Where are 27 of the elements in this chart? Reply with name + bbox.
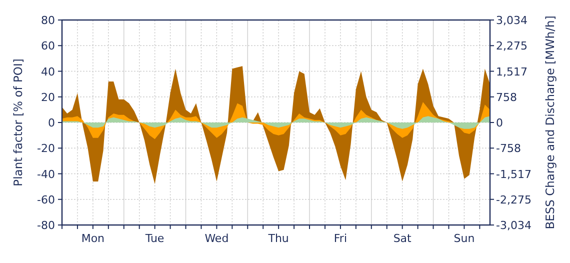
y-tick-label: -20 [37,142,55,156]
x-tick-label: Sun [454,232,475,245]
y2-tick-label: -1,517 [496,168,532,181]
y-tick-label: -40 [37,168,55,181]
x-tick-label: Fri [334,232,348,245]
y2-tick-label: 0 [496,116,503,130]
x-tick-label: Mon [81,232,105,245]
y2-tick-label: -2,275 [496,193,532,206]
y-tick-label: 80 [41,14,55,27]
y2-tick-label: -758 [496,142,521,156]
x-tick-label: Sat [393,232,412,245]
x-tick-label: Thu [267,232,289,245]
x-tick-label: Wed [204,232,229,245]
y-tick-label: -60 [37,193,55,206]
y2-tick-label: -3,034 [496,219,532,232]
y-tick-label: 20 [41,90,55,104]
y-tick-label: -80 [37,219,55,232]
y2-tick-label: 758 [496,90,517,104]
y2-tick-label: 2,275 [496,40,528,53]
y-tick-label: 60 [41,40,55,53]
y2-tick-label: 3,034 [496,14,528,27]
y2-axis-title: BESS Charge and Discharge [MWh/h] [543,16,557,230]
y2-tick-label: 1,517 [496,65,528,78]
x-tick-label: Tue [144,232,164,245]
y-axis-title: Plant factor [% of POI] [11,58,25,186]
y-tick-label: 0 [48,116,55,130]
y-tick-label: 40 [41,65,55,78]
